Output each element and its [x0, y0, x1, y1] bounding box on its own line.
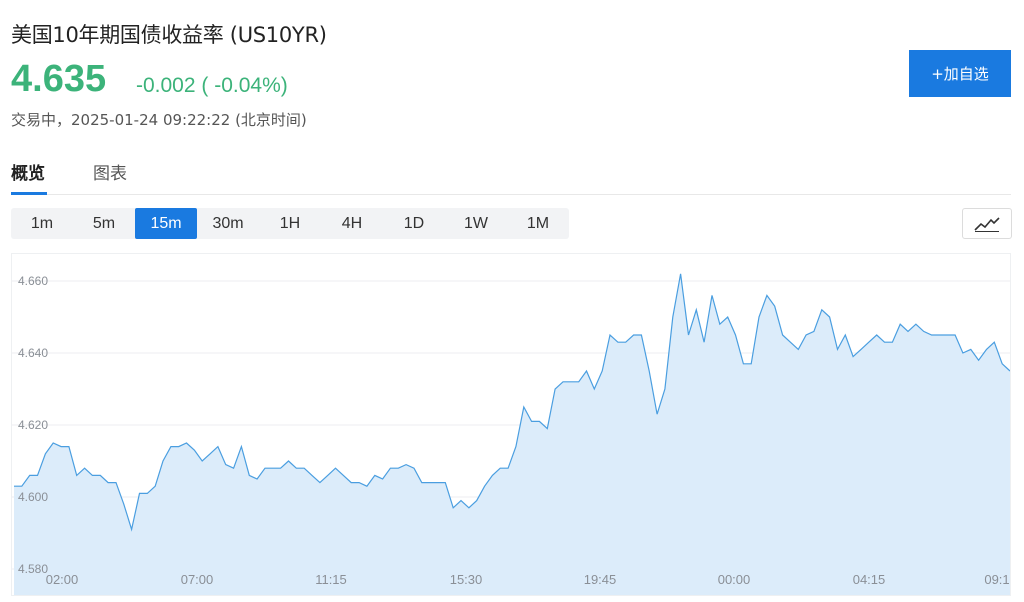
period-4h[interactable]: 4H: [341, 214, 363, 232]
y-tick-label: 4.580: [18, 562, 48, 576]
add-watchlist-button[interactable]: +加自选: [909, 50, 1011, 97]
x-tick-label: 04:15: [853, 572, 886, 587]
x-tick-label: 09:1: [984, 572, 1009, 587]
x-tick-label: 19:45: [584, 572, 617, 587]
x-tick-label: 15:30: [450, 572, 483, 587]
y-tick-label: 4.600: [18, 490, 48, 504]
period-selector: 1m 5m 15m 30m 1H 4H 1D 1W 1M: [11, 208, 569, 239]
y-tick-label: 4.640: [18, 346, 48, 360]
price-change: -0.002 ( -0.04%): [136, 74, 288, 97]
y-tick-label: 4.660: [18, 274, 48, 288]
x-tick-label: 02:00: [46, 572, 79, 587]
y-tick-label: 4.620: [18, 418, 48, 432]
price-chart: 4.580 4.600 4.620 4.640 4.660 02:00 07:00 11:1…: [11, 253, 1011, 596]
x-tick-label: 07:00: [181, 572, 214, 587]
current-price: 4.635: [11, 58, 107, 100]
line-chart-icon: [974, 216, 1000, 232]
period-1mo[interactable]: 1M: [526, 214, 550, 232]
chart-type-toggle[interactable]: [962, 208, 1012, 239]
area-fill: [14, 273, 1010, 595]
period-1h[interactable]: 1H: [279, 214, 301, 232]
period-15m[interactable]: 15m: [135, 208, 197, 239]
period-1d[interactable]: 1D: [403, 214, 425, 232]
tab-bar: 概览 图表: [11, 155, 1011, 195]
price-line: [14, 273, 1011, 532]
period-30m[interactable]: 30m: [212, 214, 244, 232]
period-1w[interactable]: 1W: [464, 214, 488, 232]
tab-overview[interactable]: 概览: [11, 159, 47, 195]
trading-status: 交易中，2025-01-24 09:22:22 (北京时间): [11, 111, 307, 129]
x-tick-label: 11:15: [315, 572, 347, 587]
price-chart-svg: 4.580 4.600 4.620 4.640 4.660 02:00 07:00 11:1…: [12, 273, 1011, 595]
tab-chart[interactable]: 图表: [93, 164, 127, 184]
instrument-title: 美国10年期国债收益率 (US10YR): [11, 23, 327, 47]
period-1m[interactable]: 1m: [30, 214, 54, 232]
period-5m[interactable]: 5m: [92, 214, 116, 232]
x-tick-label: 00:00: [718, 572, 751, 587]
